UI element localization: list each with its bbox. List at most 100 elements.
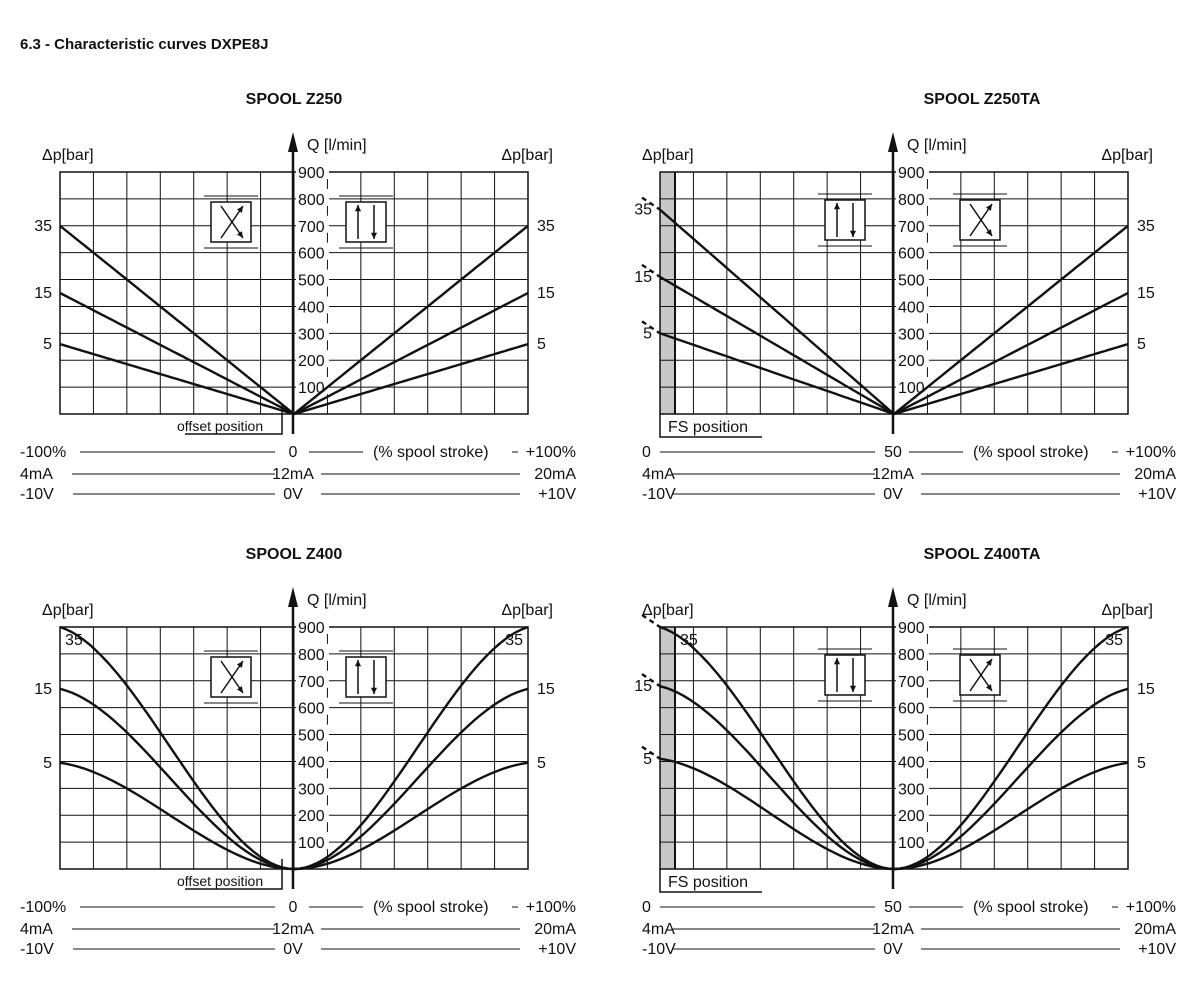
flow-tick-label: 700 (298, 219, 325, 236)
stroke-scale-right: +100% (1126, 899, 1176, 916)
tick-bg (296, 377, 329, 395)
dp-label-left: Δp[bar] (42, 602, 94, 619)
box-label-frame (659, 869, 762, 893)
flow-tick-label: 400 (898, 299, 925, 316)
arrow-head-icon (985, 204, 992, 211)
flow-tick-label: 300 (898, 781, 925, 798)
curve-left-5 (659, 757, 895, 871)
flow-tick-label: 600 (898, 246, 925, 263)
current-scale-center: 12mA (872, 921, 914, 938)
flow-tick-label: 500 (298, 273, 325, 290)
tick-bg (896, 162, 929, 179)
tick-bg (296, 296, 329, 314)
axis-arrow-icon (888, 587, 898, 607)
flow-tick-label: 800 (898, 192, 925, 209)
series-label-left: 35 (65, 632, 83, 649)
voltage-scale-center: 0V (283, 486, 303, 503)
tick-bg (896, 724, 929, 742)
tick-bg (296, 697, 329, 715)
fs-strip (660, 172, 675, 414)
symbol-box (824, 654, 866, 696)
dp-label-right: Δp[bar] (1101, 602, 1153, 619)
series-label-left: 15 (34, 285, 52, 302)
fs-dashed-ext (641, 196, 661, 211)
flow-tick-label: 800 (298, 647, 325, 664)
curve-right-35 (893, 224, 1129, 415)
symbol-arrow-line (220, 205, 244, 239)
tick-bg (296, 751, 329, 769)
curve-left-35 (659, 208, 895, 415)
stroke-caption: (% spool stroke) (973, 899, 1089, 916)
tick-bg (896, 805, 929, 823)
symbol-box (959, 654, 1001, 696)
arrow-head-icon (236, 661, 243, 668)
tick-bg (896, 269, 929, 287)
tick-bg (896, 323, 929, 341)
flow-tick-label: 500 (298, 728, 325, 745)
valve-symbol-icon (204, 195, 258, 249)
arrow-head-icon (370, 687, 378, 694)
curve-right-15 (293, 291, 529, 416)
fs-dashed-ext (641, 263, 661, 278)
stroke-caption: (% spool stroke) (373, 444, 489, 461)
curve-right-15 (293, 687, 529, 871)
axis-arrow-icon (888, 132, 898, 152)
voltage-scale-center: 0V (883, 486, 903, 503)
flow-tick-label: 400 (298, 754, 325, 771)
flow-axis-label: Q [l/min] (307, 137, 367, 154)
series-label-right: 35 (1105, 632, 1123, 649)
series-label-left: 15 (634, 678, 652, 695)
series-label-right: 15 (537, 285, 555, 302)
symbol-arrow-line (220, 660, 244, 694)
flow-tick-label: 400 (298, 299, 325, 316)
chart-title: SPOOL Z250TA (924, 91, 1041, 108)
current-scale-left: 4mA (20, 921, 53, 938)
curve-right-35 (893, 625, 1129, 871)
series-label-right: 5 (537, 755, 546, 772)
arrow-head-icon (236, 686, 243, 693)
voltage-scale-right: +10V (1138, 486, 1176, 503)
curve-left-35 (59, 224, 295, 415)
current-scale-center: 12mA (872, 466, 914, 483)
voltage-scale-center: 0V (283, 941, 303, 958)
curve-right-5 (293, 761, 529, 871)
symbol-box (210, 201, 252, 243)
voltage-scale-left: -10V (20, 486, 54, 503)
flow-tick-label: 400 (898, 754, 925, 771)
symbol-box (959, 199, 1001, 241)
box-label: FS position (668, 874, 748, 891)
tick-bg (896, 778, 929, 796)
stroke-scale-left: 0 (642, 899, 651, 916)
axis-arrow-icon (288, 587, 298, 607)
tick-bg (296, 188, 329, 206)
box-label-bg (173, 871, 281, 889)
page-title: 6.3 - Characteristic curves DXPE8J (20, 36, 269, 53)
tick-bg (896, 296, 929, 314)
stroke-scale-left: 0 (642, 444, 651, 461)
curve-left-15 (59, 687, 295, 871)
curve-right-5 (893, 342, 1129, 416)
flow-tick-label: 700 (298, 674, 325, 691)
series-label-right: 5 (1137, 755, 1146, 772)
series-label-right: 15 (537, 681, 555, 698)
dp-label-right: Δp[bar] (1101, 147, 1153, 164)
flow-tick-label: 900 (898, 620, 925, 637)
fs-dashed-ext (641, 614, 661, 628)
series-label-left: 35 (680, 632, 698, 649)
flow-tick-label: 900 (298, 165, 325, 182)
flow-tick-label: 900 (298, 620, 325, 637)
arrow-head-icon (833, 658, 841, 665)
arrow-head-icon (849, 230, 857, 237)
fs-dashed-ext (641, 745, 661, 760)
stroke-scale-center: 0 (289, 899, 298, 916)
series-label-right: 35 (1137, 218, 1155, 235)
series-label-left: 5 (43, 755, 52, 772)
flow-tick-label: 100 (898, 835, 925, 852)
current-scale-right: 20mA (1134, 466, 1176, 483)
tick-bg (296, 778, 329, 796)
valve-symbol-icon (204, 650, 258, 704)
tick-bg (296, 323, 329, 341)
tick-bg (896, 242, 929, 260)
voltage-scale-right: +10V (538, 486, 576, 503)
stroke-scale-left: -100% (20, 444, 66, 461)
